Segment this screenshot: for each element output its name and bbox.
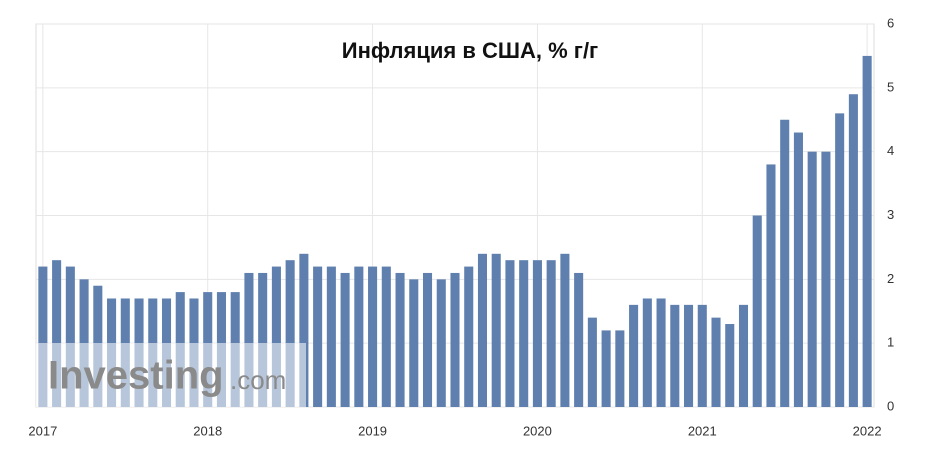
bar	[848, 94, 858, 407]
bar	[615, 330, 625, 407]
bar	[807, 151, 817, 407]
bar	[532, 260, 542, 407]
bar	[285, 260, 295, 407]
bar	[313, 266, 323, 407]
bar	[395, 272, 405, 407]
x-tick-label: 2018	[193, 423, 222, 438]
x-tick-label: 2017	[28, 423, 57, 438]
bar	[766, 164, 776, 407]
bar	[326, 266, 336, 407]
bar	[738, 304, 749, 407]
watermark-suffix: .com	[230, 365, 286, 395]
bar	[244, 272, 254, 407]
bar	[821, 151, 831, 407]
bar	[38, 266, 48, 407]
bar	[642, 298, 652, 407]
chart-title: Инфляция в США, % г/г	[342, 38, 598, 63]
bar	[422, 272, 433, 407]
bar	[862, 55, 872, 408]
bar	[271, 266, 281, 407]
bar	[299, 253, 309, 407]
bar	[491, 253, 501, 407]
bar	[354, 266, 364, 407]
bar	[711, 317, 721, 407]
x-tick-label: 2021	[688, 423, 717, 438]
bar	[52, 260, 62, 407]
y-tick-label: 5	[887, 79, 894, 94]
bar	[752, 215, 762, 407]
bar	[725, 324, 735, 407]
bar	[560, 253, 570, 407]
bar	[450, 272, 460, 407]
bar	[381, 266, 391, 407]
bar	[436, 279, 446, 407]
y-tick-label: 1	[887, 335, 894, 350]
x-tick-label: 2019	[358, 423, 387, 438]
bar	[684, 304, 694, 407]
watermark-backdrop	[36, 343, 306, 407]
bar	[409, 279, 419, 407]
watermark: Investing	[48, 354, 224, 398]
y-tick-label: 4	[887, 143, 894, 158]
bar	[656, 298, 666, 407]
x-tick-label: 2022	[853, 423, 882, 438]
bar	[519, 260, 529, 407]
bar	[477, 253, 488, 407]
bar	[835, 113, 845, 407]
x-tick-label: 2020	[523, 423, 552, 438]
bar	[670, 304, 680, 407]
bar	[780, 119, 790, 407]
bar	[505, 260, 515, 407]
bar	[587, 317, 597, 407]
y-tick-label: 2	[887, 271, 894, 286]
y-tick-label: 6	[887, 15, 894, 30]
bar	[65, 266, 75, 407]
bar	[546, 260, 556, 407]
bar	[464, 266, 474, 407]
bar	[629, 304, 639, 407]
bar	[793, 132, 803, 407]
labels: 0 1 2 3 4 5 6 2017 2018 2019 2020 2021 2022	[28, 15, 894, 438]
bar	[258, 272, 268, 407]
y-tick-label: 0	[887, 398, 894, 413]
bar	[340, 272, 350, 407]
y-tick-label: 3	[887, 207, 894, 222]
bar	[601, 330, 611, 407]
bar	[574, 272, 584, 407]
bar	[368, 266, 378, 407]
bar	[697, 304, 707, 407]
